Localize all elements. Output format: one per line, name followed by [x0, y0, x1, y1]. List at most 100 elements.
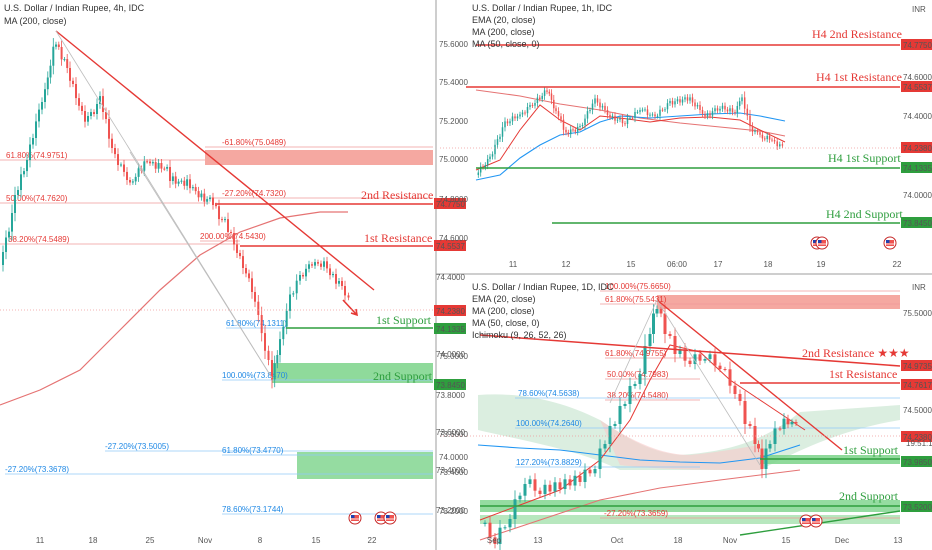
- h1-candle: [511, 116, 514, 122]
- d1-candles: [483, 304, 798, 550]
- h1-candle: [706, 113, 709, 117]
- h4-candle: [254, 292, 256, 302]
- h4-time-label: 18: [89, 536, 98, 545]
- d1-ma50-line: [477, 444, 801, 464]
- d1-candle: [578, 475, 582, 482]
- h1-candle: [754, 130, 756, 132]
- d1-2nd-resistance-line: [479, 334, 901, 367]
- d1-candle: [688, 360, 692, 364]
- h4-time-label: 11: [36, 536, 45, 545]
- h1-candle: [560, 116, 562, 120]
- h4-candle: [23, 171, 25, 175]
- d1-candle: [608, 426, 612, 444]
- d1-candle: [628, 386, 632, 404]
- h4-price-axis: 74.5537 74.4000 74.2380 74.1335 74.0000 73.84…: [434, 198, 466, 515]
- h1-candle: [609, 114, 611, 118]
- h4-candle: [320, 263, 322, 267]
- h4-candle: [311, 264, 313, 266]
- h1-candle: [656, 115, 659, 117]
- h4-candle: [242, 256, 244, 268]
- h1-price-label: 74.6000: [903, 73, 932, 82]
- h4-candle: [87, 116, 89, 122]
- h4-candle: [41, 102, 43, 110]
- h4-candle: [326, 261, 328, 269]
- h1-price-tag: [901, 39, 932, 50]
- h1-candle: [516, 116, 519, 119]
- h1-candle: [601, 105, 604, 108]
- h1-candle: [562, 119, 565, 130]
- d1-time-label: Oct: [611, 536, 624, 545]
- h4-candle: [212, 197, 214, 205]
- h1-indicator-ma200: MA (200, close): [472, 27, 535, 37]
- h4-us-flag-icon[interactable]: [348, 511, 362, 525]
- h1-candle: [721, 105, 724, 109]
- d1-countdown: 19:51:10: [906, 439, 932, 448]
- h1-candle: [501, 127, 504, 137]
- h1-candle: [616, 119, 619, 121]
- d1-fib-diagonal-2: [656, 299, 761, 466]
- h1-candle: [681, 99, 684, 103]
- d1-candle: [757, 444, 760, 449]
- h4-us-flag-icon[interactable]: [383, 511, 397, 525]
- h4-candle: [169, 167, 171, 181]
- h1-candle: [664, 109, 666, 111]
- d1-chart-panel: 100.00%(75.6650) 61.80%(75.5431) 61.80%(74…: [439, 282, 932, 550]
- h1-candle: [714, 108, 716, 112]
- d1-candle: [588, 469, 592, 474]
- h4-indicator-ma200: MA (200, close): [4, 16, 67, 26]
- h1-candle: [639, 110, 641, 112]
- d1-candle: [638, 374, 642, 384]
- h1-us-flag-icon[interactable]: [815, 236, 829, 250]
- h4-candle: [90, 112, 92, 116]
- h4-candle: [239, 253, 241, 257]
- h1-h4-1st-support-label: H4 1st Support: [828, 151, 901, 165]
- h1-candle: [482, 166, 484, 168]
- d1-candle: [768, 444, 772, 449]
- h4-candle: [66, 59, 69, 68]
- h1-candle: [489, 156, 491, 159]
- h1-time-axis: 11 12 15 06:00 17 18 19 22: [509, 260, 902, 269]
- h4-candle: [35, 121, 37, 138]
- h1-candle: [631, 117, 634, 119]
- h1-candle: [614, 115, 616, 121]
- d1-us-flag-icon[interactable]: [809, 514, 823, 528]
- d1-candle: [668, 334, 672, 336]
- h4-down-arrow-icon: [342, 299, 359, 317]
- d1-candle: [538, 490, 542, 494]
- h4-candle: [282, 326, 285, 340]
- h1-candle: [646, 109, 649, 116]
- h4-chart-panel: -61.80%(75.0489) 61.80%(74.9751) -27.20%(7…: [0, 3, 466, 545]
- d1-candle: [790, 422, 794, 425]
- h1-candle: [596, 98, 599, 103]
- h1-us-flag-icon[interactable]: [883, 236, 897, 250]
- h1-candle: [716, 108, 719, 111]
- d1-candle: [678, 349, 682, 354]
- d1-price-tag-label: 74.9735: [903, 362, 932, 371]
- h4-time-label: Nov: [198, 536, 212, 545]
- h1-candle: [581, 125, 584, 126]
- h4-candle: [120, 164, 122, 166]
- d1-candle: [773, 428, 777, 444]
- h4-fib-label: -27.20%(73.5005): [105, 442, 169, 451]
- h1-candle: [694, 102, 696, 107]
- h4-candle: [271, 360, 273, 380]
- h1-candle: [521, 112, 524, 115]
- h1-candle: [553, 99, 555, 109]
- d1-price-axis: 75.500074.500075.000074.000073.600073.40…: [439, 309, 932, 516]
- h4-candle: [99, 96, 101, 104]
- d1-candle: [623, 404, 627, 406]
- h1-candle: [606, 110, 609, 115]
- h1-time-label: 19: [817, 260, 826, 269]
- d1-time-label: 13: [534, 536, 543, 545]
- h4-candle: [338, 281, 340, 284]
- h1-candle: [550, 93, 553, 100]
- d1-candle: [673, 336, 677, 354]
- h4-candle: [149, 161, 151, 164]
- h4-us-flag-icon[interactable]: [374, 511, 388, 525]
- h4-candle: [5, 237, 7, 252]
- h1-candle: [586, 111, 589, 119]
- d1-left-price-label: 74.0000: [439, 453, 468, 462]
- h4-2nd-resistance-label: 2nd Resistance: [361, 188, 433, 202]
- h4-ma-200-line: [0, 211, 348, 406]
- h4-candle: [114, 148, 116, 155]
